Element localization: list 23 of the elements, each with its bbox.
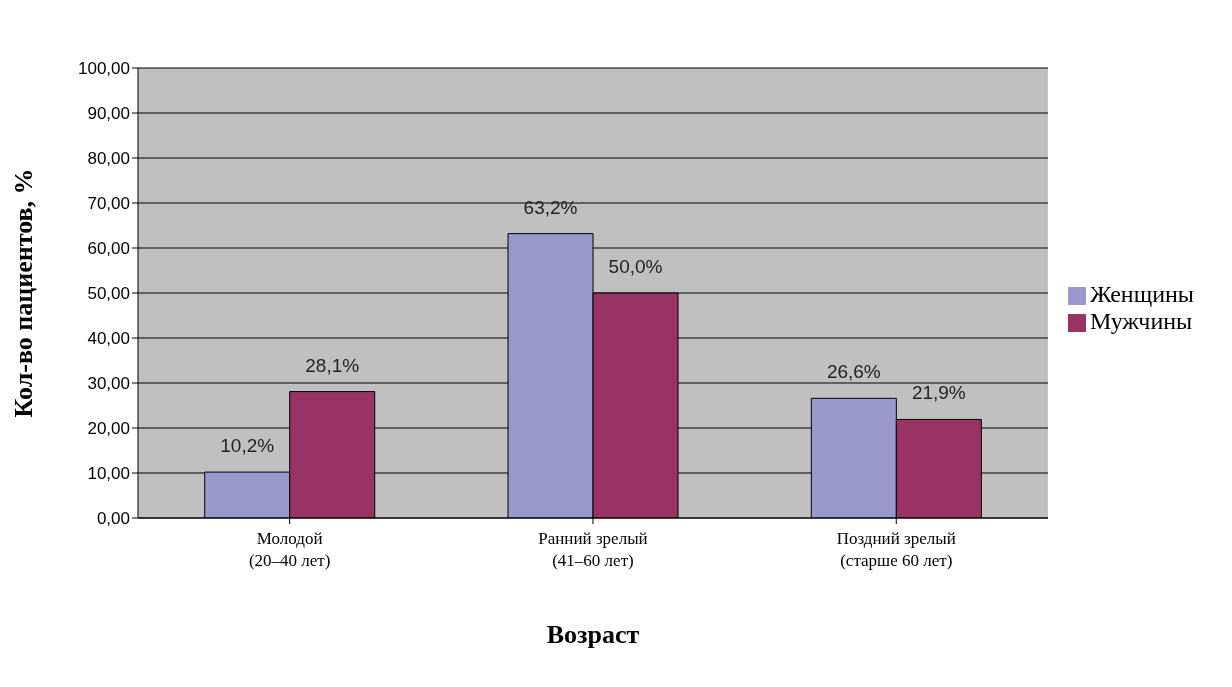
legend-label: Женщины [1089,281,1194,307]
x-tick-label: Ранний зрелый (41–60 лет) [538,529,648,570]
y-tick-label: 100,00 [78,59,130,79]
y-tick-label: 70,00 [87,194,130,214]
legend-label: Мужчины [1089,308,1193,334]
y-tick-label: 80,00 [87,149,130,169]
data-label: 21,9% [911,382,966,404]
y-tick-label: 60,00 [87,239,130,259]
y-axis-title: Кол-во пациентов, % [9,168,39,418]
data-label: 26,6% [826,361,881,383]
y-tick-label: 90,00 [87,104,130,124]
y-tick-label: 20,00 [87,419,130,439]
y-tick-label: 10,00 [87,464,130,484]
y-tick-label: 30,00 [87,374,130,394]
y-tick-label: 50,00 [87,284,130,304]
data-label: 28,1% [305,354,360,376]
y-tick-label: 40,00 [87,329,130,349]
x-tick-label: Поздний зрелый (старше 60 лет) [836,529,956,570]
x-tick-label: Молодой (20–40 лет) [248,529,331,570]
data-label: 50,0% [608,256,663,277]
y-tick-label: 0,00 [96,509,130,529]
data-label: 10,2% [220,435,275,457]
x-axis-title: Возраст [545,620,641,650]
